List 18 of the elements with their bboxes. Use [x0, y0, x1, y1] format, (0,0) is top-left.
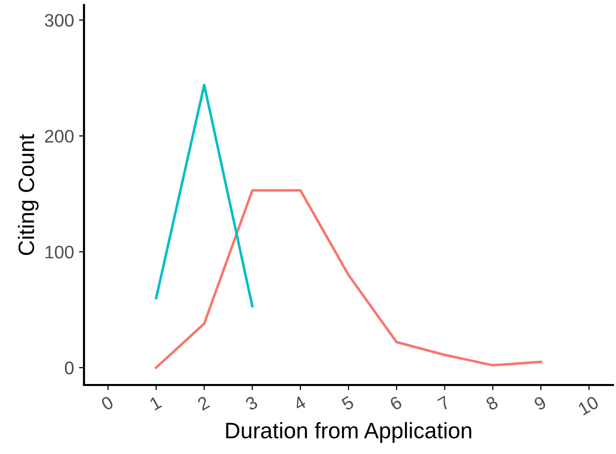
x-tick-label: 4 — [292, 396, 307, 411]
x-axis-title: Duration from Application — [226, 422, 472, 443]
x-tick-label: 5 — [340, 396, 355, 411]
line-series — [154, 189, 542, 369]
x-tick-label: 7 — [437, 396, 451, 411]
y-tick-label: 100 — [46, 246, 74, 258]
x-tick-label: 9 — [533, 396, 547, 411]
x-tick-label: 2 — [196, 396, 210, 411]
x-tick-label: 3 — [244, 396, 258, 411]
y-tick-label: 200 — [45, 130, 74, 143]
y-tick-label: 300 — [44, 14, 74, 27]
x-tick-label: 6 — [389, 396, 403, 411]
x-tick-label: 0 — [100, 395, 114, 411]
x-tick-label: 1 — [149, 396, 162, 410]
y-axis-title: Citing Count — [18, 134, 39, 256]
x-tick-label: 8 — [485, 396, 499, 411]
y-tick-label: 0 — [64, 362, 74, 374]
x-tick-label: 10 — [577, 395, 600, 416]
